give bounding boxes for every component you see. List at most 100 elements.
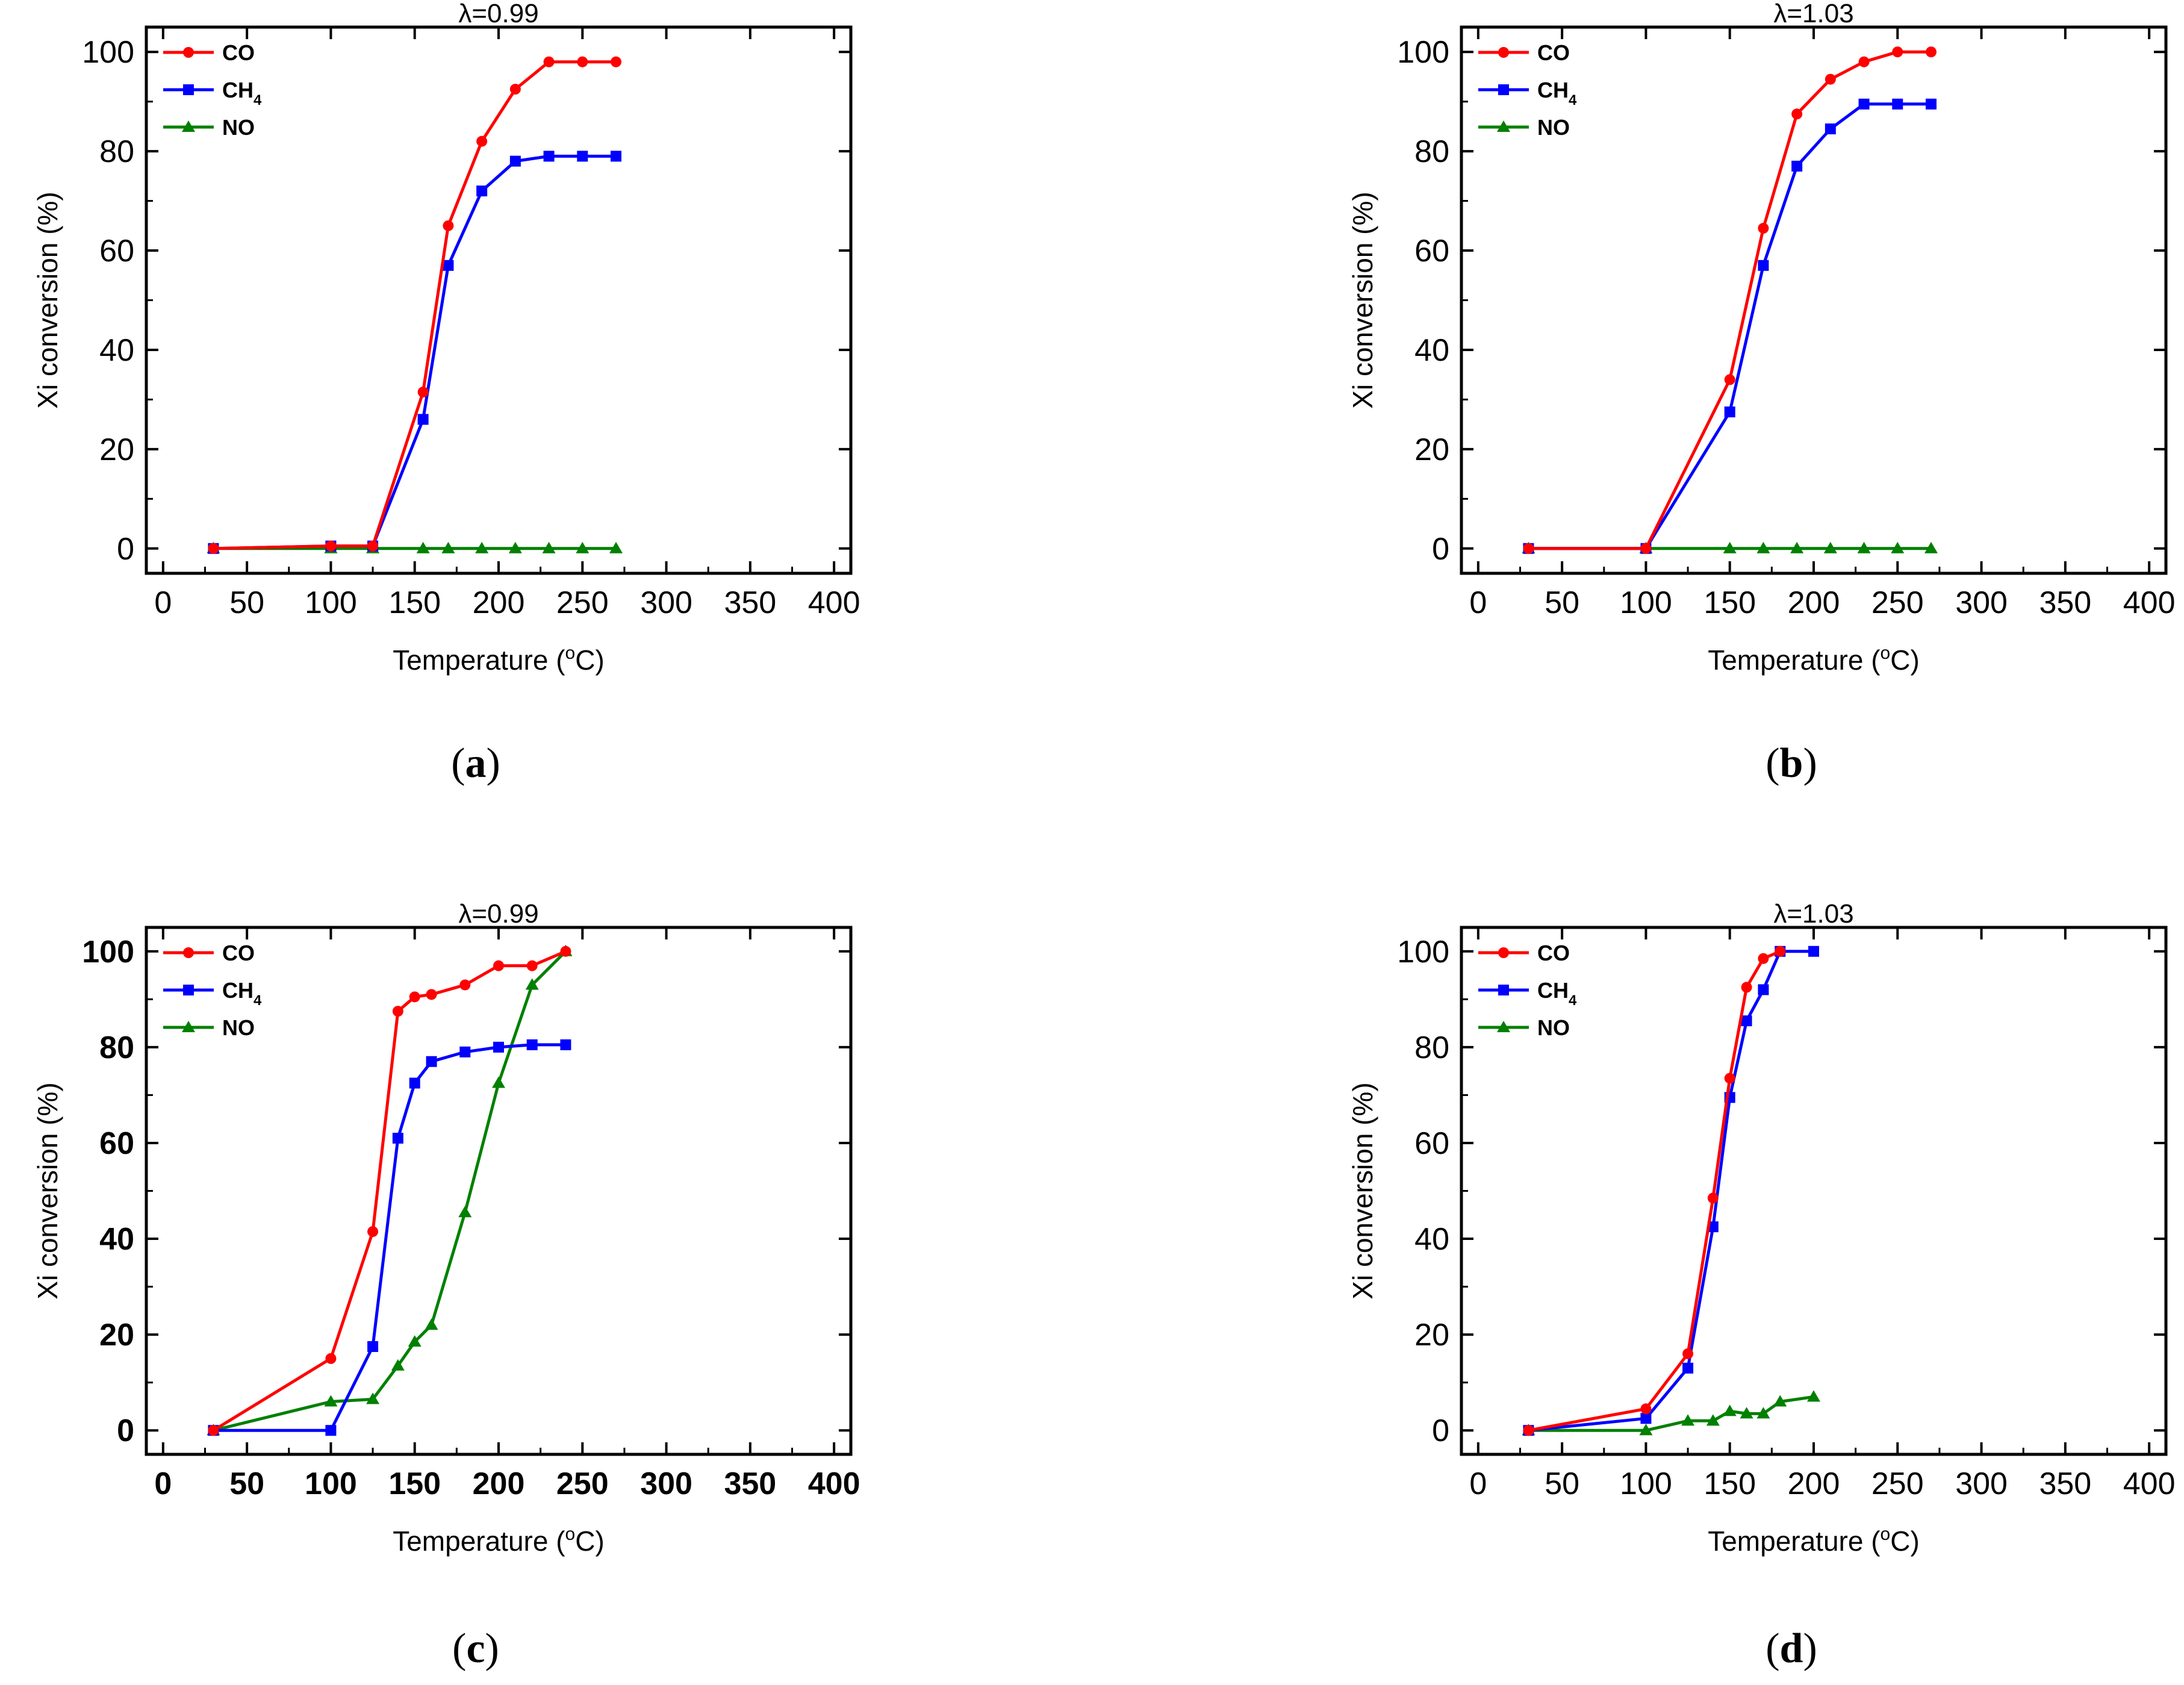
legend: CO CH4 NO xyxy=(1478,941,1577,1040)
legend-label-main: CO xyxy=(1537,941,1570,965)
data-point-co xyxy=(577,56,588,67)
legend-label-main: CO xyxy=(1537,40,1570,65)
data-point-co xyxy=(409,991,420,1003)
panel-caption: (a) xyxy=(451,740,500,786)
data-point-co xyxy=(1892,46,1903,58)
x-label-prefix: Temperature ( xyxy=(393,1525,565,1557)
series-line-ch4 xyxy=(213,154,616,550)
series-co xyxy=(208,945,571,1436)
legend-label-co: CO xyxy=(1537,941,1570,965)
y-axis-label: Xi conversion (%) xyxy=(32,192,63,408)
x-tick-label: 300 xyxy=(640,1466,692,1501)
data-point-no xyxy=(425,1318,438,1330)
plot-frame xyxy=(145,25,853,575)
x-tick-label: 100 xyxy=(1620,1466,1672,1501)
data-point-ch4 xyxy=(1724,406,1735,418)
legend-marker-co xyxy=(183,47,194,58)
x-tick-label: 0 xyxy=(154,585,172,620)
data-point-co xyxy=(1724,374,1735,385)
caption-close: ) xyxy=(1803,1625,1817,1672)
series-co xyxy=(208,56,621,554)
x-tick-label: 100 xyxy=(305,585,357,620)
data-point-ch4 xyxy=(1858,98,1870,110)
x-label-suffix: C) xyxy=(1890,644,1920,676)
series-line-ch4 xyxy=(1528,102,1931,550)
data-point-co xyxy=(1775,945,1786,957)
y-tick-label: 40 xyxy=(1414,1222,1449,1257)
y-tick-label: 80 xyxy=(1414,1030,1449,1065)
x-tick-label: 50 xyxy=(229,585,264,620)
data-point-no xyxy=(391,1359,405,1371)
series-line-no xyxy=(213,950,567,1432)
legend-marker-no xyxy=(182,120,195,132)
data-point-ch4 xyxy=(1640,1413,1652,1424)
data-point-co xyxy=(367,540,379,552)
y-axis-label: Xi conversion (%) xyxy=(32,1082,63,1299)
data-point-ch4 xyxy=(526,1039,538,1050)
x-tick-label: 150 xyxy=(1703,585,1756,620)
x-tick-label: 150 xyxy=(1703,1466,1756,1501)
y-tick-label: 100 xyxy=(1397,935,1449,970)
data-point-ch4 xyxy=(509,155,521,167)
y-tick-label: 100 xyxy=(1397,35,1449,70)
data-point-ch4 xyxy=(443,260,454,271)
x-label-suffix: C) xyxy=(575,1525,605,1557)
legend-marker-ch4 xyxy=(183,84,194,95)
legend-label-no: NO xyxy=(1537,1015,1570,1040)
x-label-degree: o xyxy=(565,1524,576,1544)
data-point-co xyxy=(526,960,538,971)
data-point-co xyxy=(1926,46,1937,58)
caption-open: ( xyxy=(452,1625,466,1672)
legend-label-main: CH xyxy=(1537,978,1569,1003)
series-line-co xyxy=(213,950,567,1432)
legend-label-main: CH xyxy=(222,78,254,102)
x-axis-label: Temperature (oC) xyxy=(1708,1524,1920,1557)
data-point-no xyxy=(1891,541,1905,553)
caption-close: ) xyxy=(1803,740,1817,786)
data-point-no xyxy=(1723,1404,1737,1416)
data-point-co xyxy=(417,387,429,398)
legend-label-ch4: CH4 xyxy=(222,978,262,1009)
x-tick-label: 150 xyxy=(388,585,441,620)
data-point-ch4 xyxy=(367,1341,379,1353)
data-point-no xyxy=(475,541,489,553)
legend-marker-co xyxy=(183,947,194,958)
series-no xyxy=(1522,1390,1820,1436)
caption-letter: d xyxy=(1780,1625,1803,1672)
data-point-co xyxy=(1858,56,1870,67)
plot-frame xyxy=(1460,25,2168,575)
data-point-co xyxy=(325,540,337,552)
data-point-co xyxy=(1758,953,1769,964)
data-point-no xyxy=(1740,1407,1753,1419)
x-tick-label: 50 xyxy=(1545,1466,1579,1501)
chart-title: λ=0.99 xyxy=(458,899,538,929)
caption-close: ) xyxy=(487,740,500,786)
data-point-ch4 xyxy=(325,1425,337,1436)
data-point-co xyxy=(325,1353,337,1364)
data-point-no xyxy=(609,541,623,553)
x-tick-label: 200 xyxy=(1788,585,1840,620)
data-point-ch4 xyxy=(1682,1362,1694,1374)
data-point-co xyxy=(1682,1348,1694,1359)
y-tick-label: 40 xyxy=(1414,333,1449,368)
x-label-degree: o xyxy=(1881,1524,1891,1544)
legend-marker-ch4 xyxy=(1498,84,1509,95)
chart-panel-a: λ=0.99 0 50 100 150 200 250 300 350 400 0 20 40 60 80 1… xyxy=(32,0,860,786)
data-point-ch4 xyxy=(577,151,588,162)
x-label-prefix: Temperature ( xyxy=(393,644,565,676)
data-point-ch4 xyxy=(611,151,621,162)
caption-letter: b xyxy=(1780,740,1803,786)
x-axis-label: Temperature (oC) xyxy=(1708,643,1920,676)
data-point-co xyxy=(459,979,471,991)
data-point-ch4 xyxy=(392,1133,403,1144)
data-point-co xyxy=(426,989,437,1000)
legend-label-co: CO xyxy=(1537,40,1570,65)
x-tick-label: 0 xyxy=(1469,585,1487,620)
x-label-prefix: Temperature ( xyxy=(1708,1525,1881,1557)
legend-label-main: CO xyxy=(222,40,255,65)
legend-label-main: CO xyxy=(222,941,255,965)
data-point-ch4 xyxy=(560,1039,571,1050)
x-tick-label: 150 xyxy=(388,1466,441,1501)
data-point-no xyxy=(492,1076,505,1088)
x-tick-label: 350 xyxy=(724,585,776,620)
